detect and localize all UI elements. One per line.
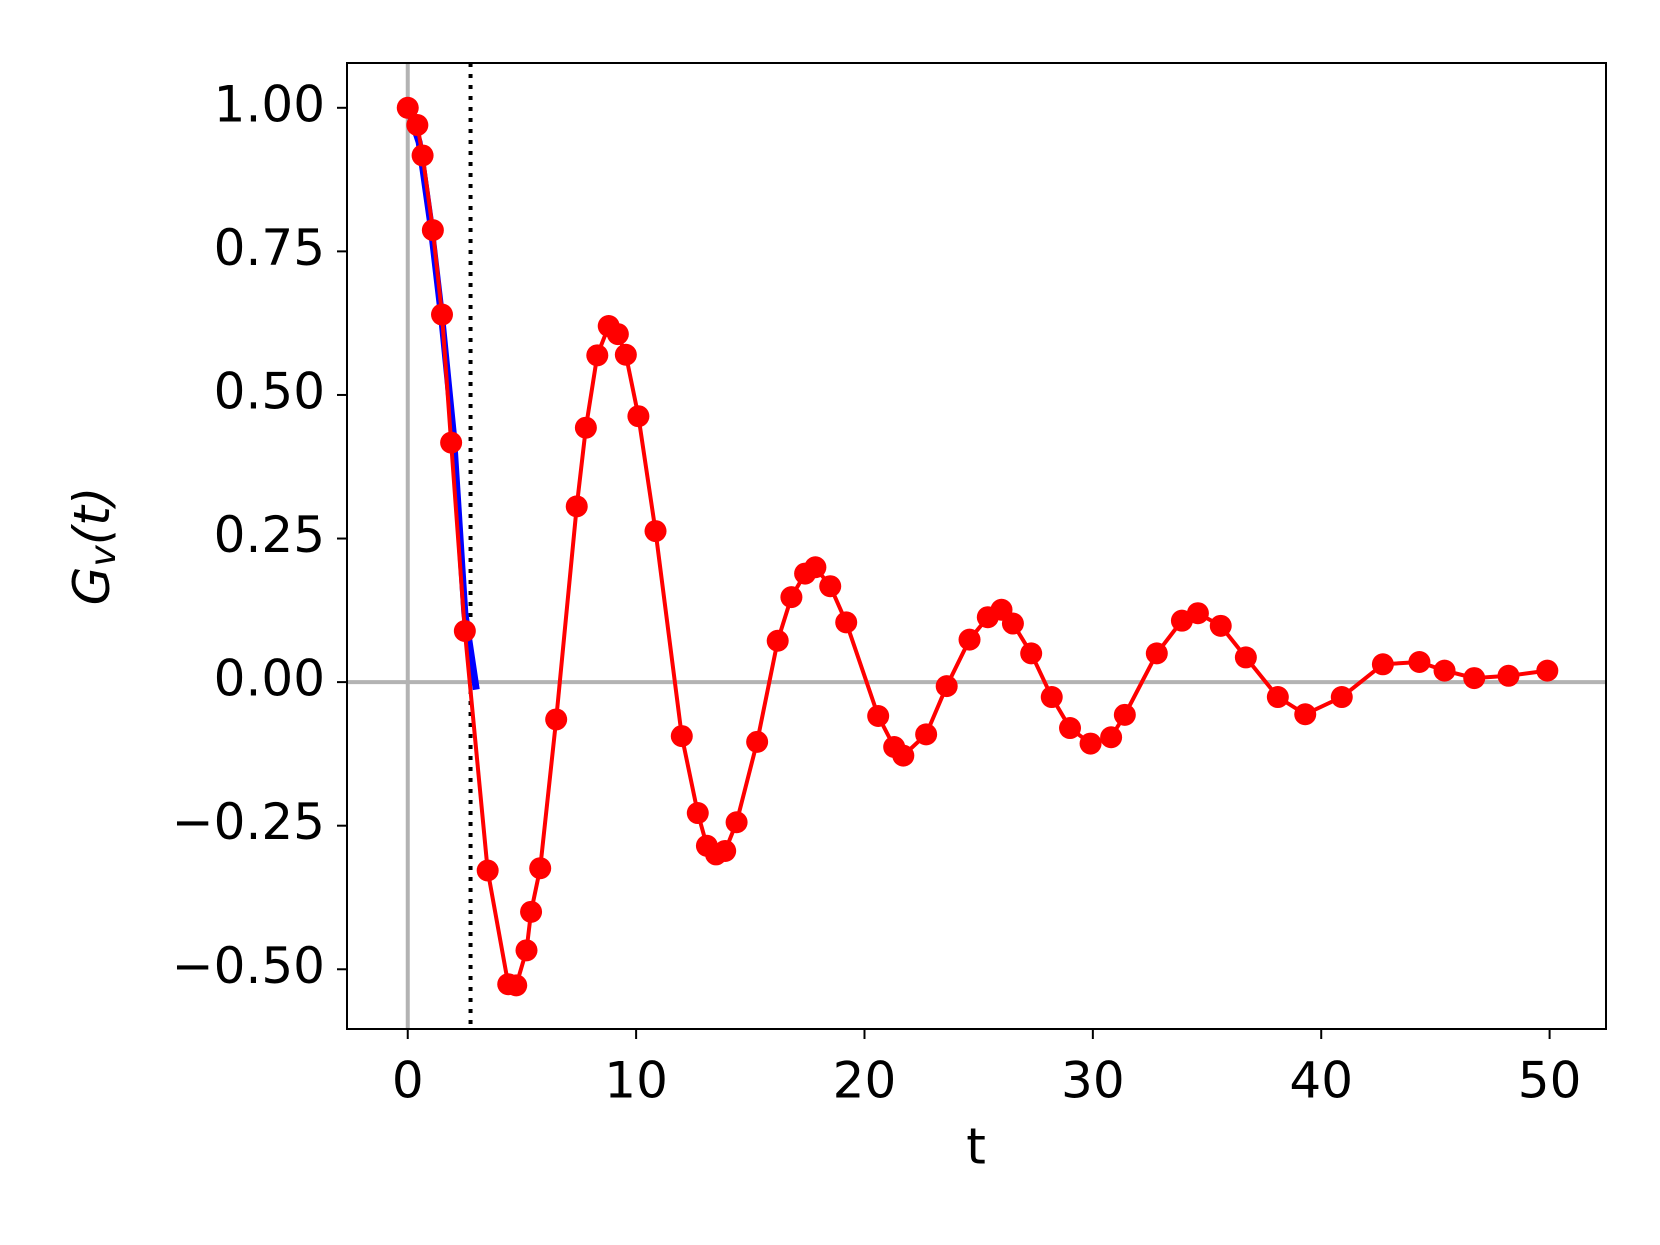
point [1536, 659, 1559, 682]
x-axis-label: t [966, 1118, 986, 1176]
point [835, 611, 858, 634]
point [1266, 686, 1289, 709]
point [396, 96, 419, 119]
point [804, 556, 827, 579]
point [529, 857, 552, 880]
point [1371, 653, 1394, 676]
point [453, 619, 476, 642]
point [686, 802, 709, 825]
point [780, 586, 803, 609]
point [1433, 659, 1456, 682]
y-tick-label: 0.25 [214, 506, 325, 564]
point [606, 323, 629, 346]
point [1294, 703, 1317, 726]
point [958, 628, 981, 651]
point [935, 675, 958, 698]
plot-frame [346, 62, 1607, 1030]
point [766, 629, 789, 652]
series-line [405, 106, 1548, 988]
y-tick-label: −0.25 [172, 793, 325, 851]
point [1209, 614, 1232, 637]
point [725, 811, 748, 834]
x-tick-label: 40 [1289, 1052, 1353, 1110]
point [574, 416, 597, 439]
point [892, 744, 915, 767]
point [1040, 686, 1063, 709]
point [614, 343, 637, 366]
point [476, 859, 499, 882]
x-tick-label: 0 [392, 1052, 424, 1110]
x-tick-label: 30 [1061, 1052, 1125, 1110]
y-label-sub: v [83, 545, 124, 567]
x-tick-label: 10 [604, 1052, 668, 1110]
point [1463, 667, 1486, 690]
point [440, 431, 463, 454]
point [1100, 726, 1123, 749]
point [644, 520, 667, 543]
point [746, 730, 769, 753]
point [411, 144, 434, 167]
point [1079, 732, 1102, 755]
point [565, 495, 588, 518]
point [1001, 612, 1024, 635]
point [1330, 686, 1353, 709]
series-line [404, 106, 480, 691]
point [670, 725, 693, 748]
point [515, 939, 538, 962]
y-tick-label: −0.50 [172, 937, 325, 995]
point [1059, 717, 1082, 740]
point [867, 704, 890, 727]
point [1186, 602, 1209, 625]
point [819, 575, 842, 598]
point [714, 839, 737, 862]
y-tick-label: 0.75 [214, 219, 325, 277]
x-tick-label: 50 [1518, 1052, 1582, 1110]
point [1020, 642, 1043, 665]
x-tick-label: 20 [833, 1052, 897, 1110]
y-tick-label: 0.00 [214, 650, 325, 708]
point [520, 900, 543, 923]
point [1408, 651, 1431, 674]
y-label-rest: (t) [63, 487, 121, 546]
point [431, 303, 454, 326]
y-axis-label: Gv(t) [63, 487, 125, 606]
point [1497, 664, 1520, 687]
y-tick-label: 1.00 [214, 75, 325, 133]
point [505, 974, 528, 997]
y-tick-label: 0.50 [214, 362, 325, 420]
point [421, 219, 444, 242]
point [545, 708, 568, 731]
y-label-base: G [63, 567, 121, 606]
point [1113, 703, 1136, 726]
point [406, 114, 429, 137]
point [586, 344, 609, 367]
point [1145, 642, 1168, 665]
point [915, 723, 938, 746]
point [1234, 646, 1257, 669]
point [627, 405, 650, 428]
